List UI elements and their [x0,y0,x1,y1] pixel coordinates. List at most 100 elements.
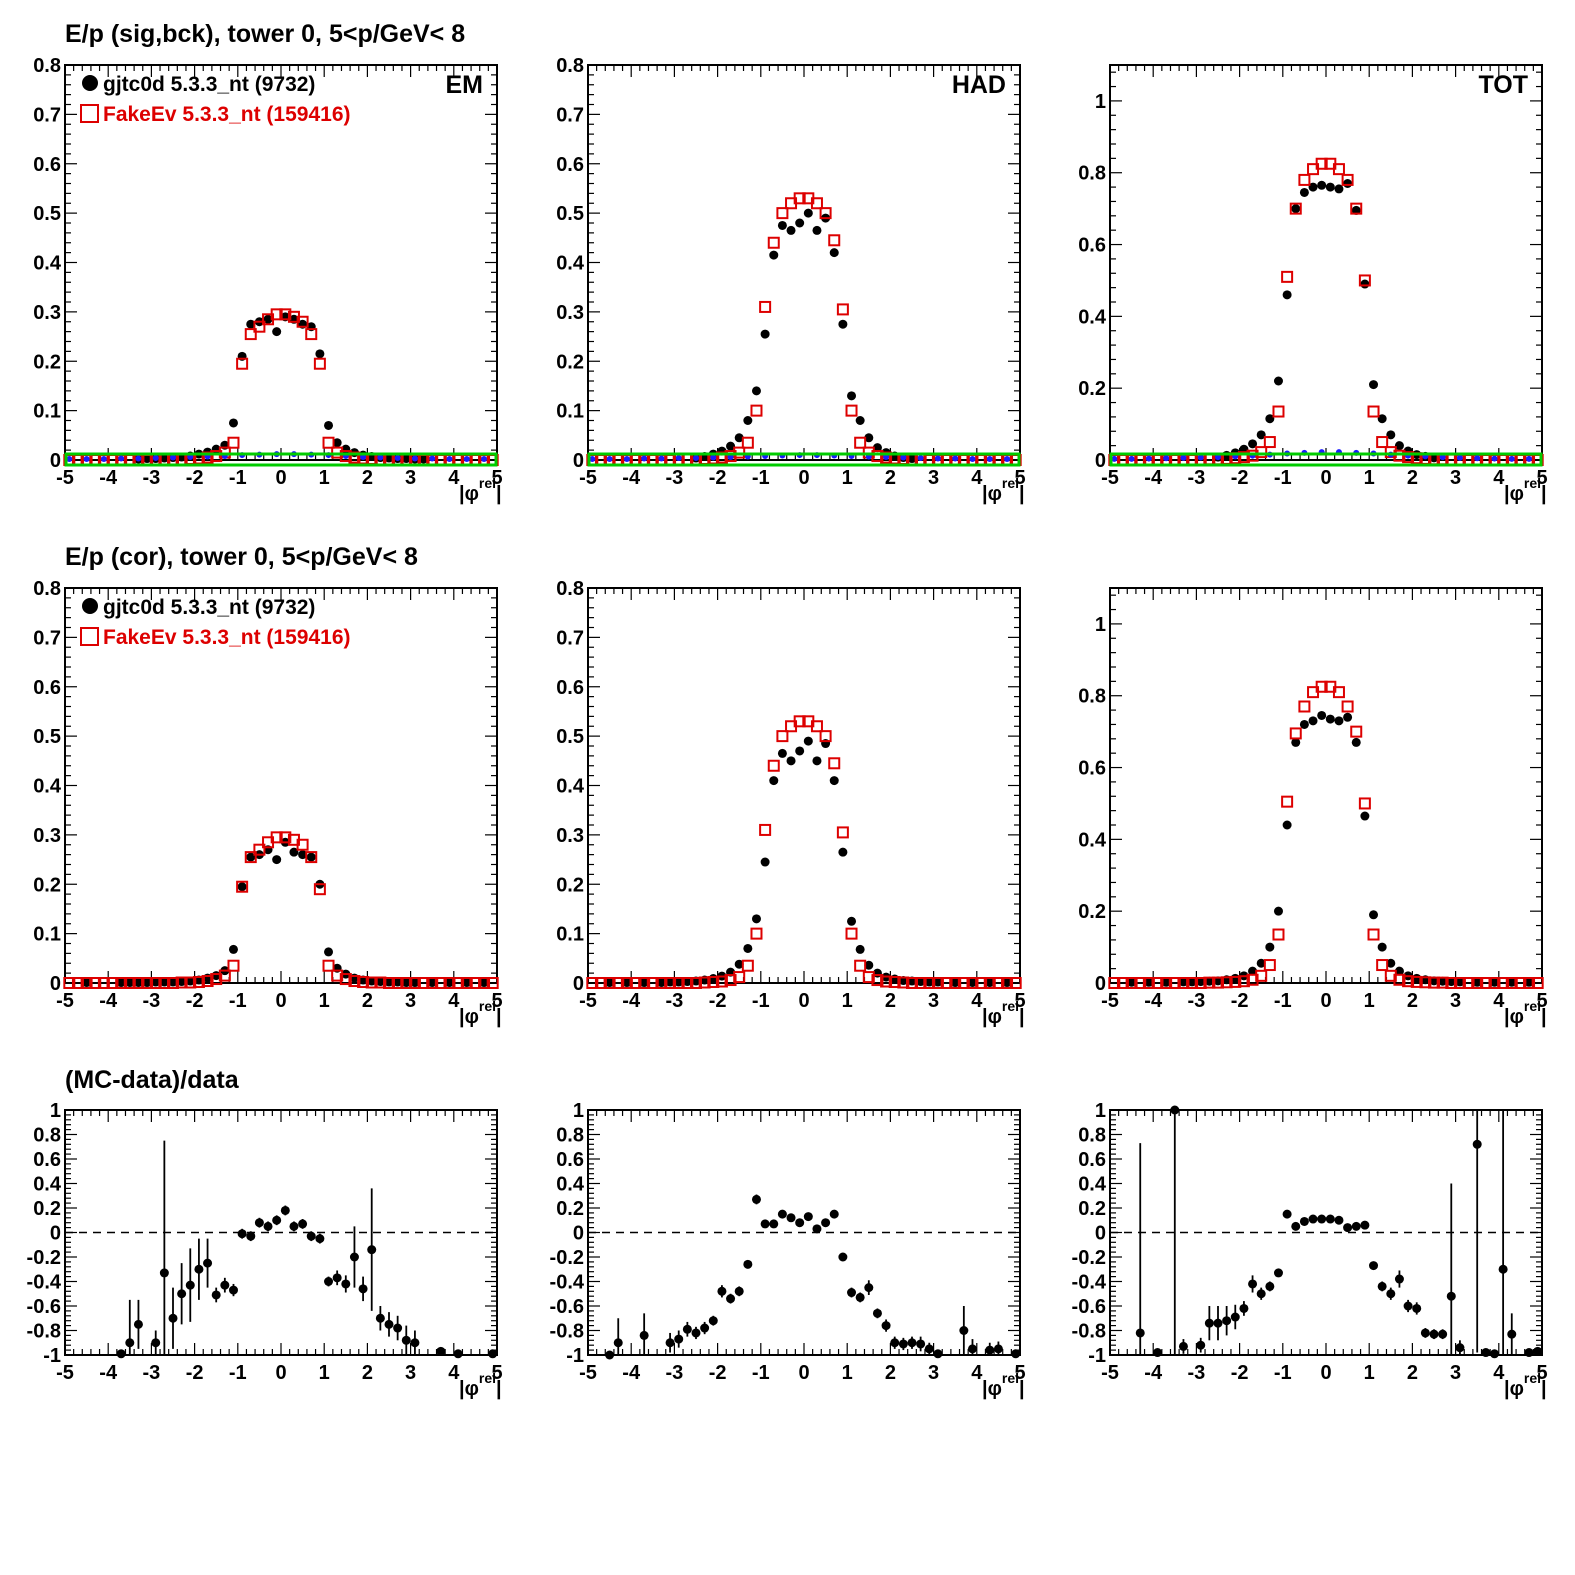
x-tick-label: -4 [99,990,118,1012]
x-tick-label: 2 [885,467,896,489]
data-point [1317,180,1327,190]
data-point [1360,811,1370,821]
mc-point [486,977,499,989]
mc-point [210,973,223,986]
x-tick-label: 4 [448,1362,460,1384]
y-tick-label: 0.4 [556,1174,585,1196]
mc-point [906,977,918,989]
data-point [821,1218,831,1228]
x-tick-label: -2 [1231,467,1249,489]
x-axis-label: |φrel| [982,475,1025,505]
data-point [1178,1341,1188,1351]
x-tick-label: 5 [1014,1362,1025,1384]
mc-point [715,975,728,988]
x-axis-label: |φrel| [459,998,502,1028]
data-point [760,329,770,339]
mc-point [854,436,867,449]
background-point [1163,455,1170,462]
data-point [769,250,779,260]
data-point [691,1328,701,1338]
x-tick-label: 2 [885,990,896,1012]
data-point [367,976,377,986]
x-tick-label: 1 [1364,467,1375,489]
y-tick-label: 0 [1095,450,1106,472]
data-point [1256,958,1266,968]
mc-point [296,315,309,328]
data-point [812,1224,822,1234]
data-point [1161,977,1171,987]
background-point [170,454,176,461]
mc-point [1315,680,1328,693]
data-point [1334,184,1344,194]
x-tick-label: -5 [579,467,597,489]
data-point [743,416,753,425]
data-point [185,1280,195,1290]
y-tick-label: 1 [1095,1100,1106,1122]
plot-panel-2-0: -5 -4 -3 -2 -1 0 1 2 3 4 5|φrel|-1-0.8-0.6-0.4-0.2… [27,1100,503,1400]
data-point [855,1292,865,1302]
mc-point [279,831,292,844]
mc-point [313,883,326,896]
mc-point [236,357,249,370]
data-point [751,386,761,396]
x-tick-label: -4 [622,467,641,489]
y-tick-label: 1 [50,1100,61,1122]
y-tick-label: 0.6 [1078,1149,1106,1171]
data-point [1334,1215,1344,1225]
y-tick-label: 1 [1095,91,1106,113]
x-tick-label: 3 [405,1362,416,1384]
mc-point [417,977,430,989]
data-point [864,433,874,443]
data-point [1343,1223,1353,1233]
y-tick-label: 0.8 [33,578,61,600]
data-point [1377,942,1387,952]
mc-point [313,357,326,370]
x-axis-label: |φrel| [1504,998,1547,1028]
data-point [194,1264,204,1274]
x-tick-label: -4 [99,1362,118,1384]
data-point [1178,977,1188,987]
y-tick-label: -0.6 [1072,1296,1106,1318]
x-tick-label: -5 [1101,990,1119,1012]
data-point [168,977,178,987]
mc-point [1531,977,1544,989]
mc-point [1462,977,1475,989]
mc-point [733,971,746,984]
x-tick-label: -1 [752,467,770,489]
data-point [682,977,692,987]
data-point [1153,1348,1163,1358]
mc-point [836,826,849,839]
mc-point [871,450,884,463]
middle-row-title: E/p (cor), tower 0, 5<p/GeV< 8 [65,543,418,571]
x-tick-label: 4 [1493,1362,1505,1384]
data-point [1213,1318,1223,1328]
x-tick-label: 1 [319,1362,330,1384]
y-tick-label: 0.2 [1078,1198,1106,1220]
mc-point [914,977,927,989]
data-point [228,944,238,954]
y-tick-label: 0.7 [33,104,61,126]
y-tick-label: -0.6 [550,1296,584,1318]
data-point [777,220,787,230]
y-tick-label: 0 [50,1223,61,1245]
mc-point [862,971,875,984]
mc-point [810,197,823,210]
x-tick-label: 3 [928,990,939,1012]
data-point [1265,414,1275,424]
background-point [606,456,613,463]
mc-point [365,976,378,989]
data-point [700,1323,710,1333]
y-tick-label: 0.6 [1078,235,1106,257]
mc-point [141,977,154,989]
data-point [933,977,943,987]
data-point [1265,1281,1275,1291]
mc-point [1332,163,1345,176]
legend-data-label: gjtc0d 5.3.3_nt (9732) [103,73,315,96]
data-point [812,225,822,235]
mc-point [776,207,789,220]
background-point [658,455,665,462]
data-point [488,1349,498,1359]
data-point [605,978,615,988]
data-point [1273,906,1283,916]
mc-point [1134,977,1147,989]
